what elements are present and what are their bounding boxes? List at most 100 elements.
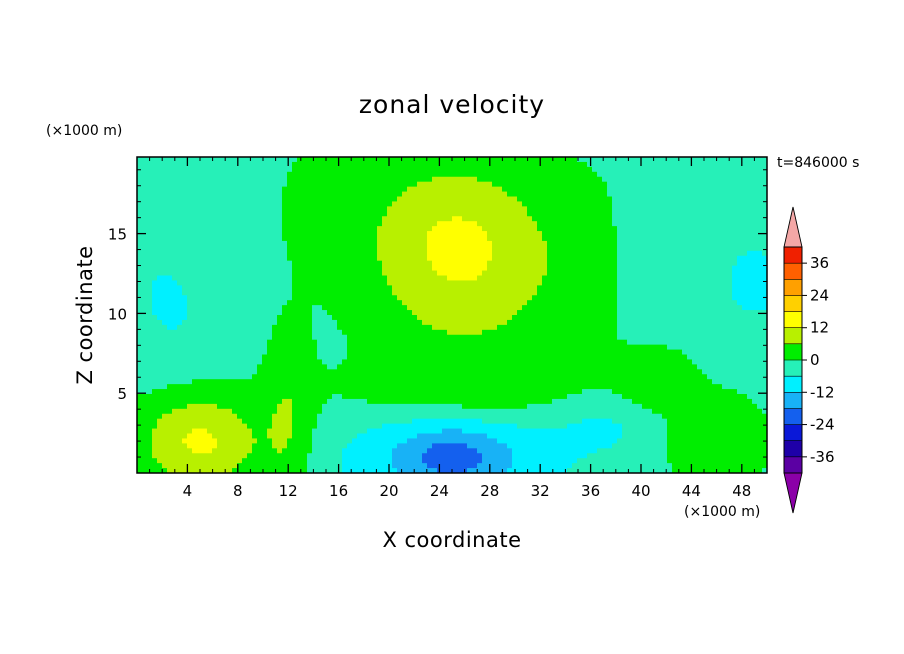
field-cell — [282, 418, 288, 425]
field-cell — [492, 324, 498, 331]
field-cell — [492, 176, 498, 183]
field-cell — [462, 295, 468, 301]
field-cell — [162, 339, 168, 346]
field-cell — [407, 433, 413, 440]
field-cell — [152, 290, 158, 296]
field-cell — [302, 295, 308, 301]
field-cell — [217, 334, 223, 341]
field-cell — [287, 374, 293, 380]
field-cell — [487, 166, 493, 173]
field-cell — [162, 423, 168, 430]
field-cell — [492, 265, 498, 272]
field-cell — [152, 226, 158, 232]
field-cell — [397, 186, 403, 193]
field-cell — [212, 310, 218, 316]
field-cell — [502, 226, 508, 232]
field-cell — [417, 374, 423, 380]
field-cell — [477, 438, 483, 444]
field-cell — [197, 448, 203, 454]
field-cell — [182, 206, 188, 212]
field-cell — [362, 438, 368, 444]
field-cell — [402, 260, 408, 267]
field-cell — [187, 438, 193, 444]
field-cell — [232, 211, 238, 217]
field-cell — [177, 211, 183, 217]
field-cell — [262, 211, 268, 217]
field-cell — [152, 310, 158, 316]
field-cell — [212, 344, 218, 351]
field-cell — [447, 240, 453, 247]
field-cell — [242, 236, 248, 242]
field-cell — [297, 428, 303, 435]
field-cell — [197, 280, 203, 286]
field-cell — [457, 458, 463, 464]
field-cell — [282, 166, 288, 173]
field-cell — [412, 324, 418, 331]
field-cell — [192, 438, 198, 444]
field-cell — [342, 161, 348, 168]
field-cell — [157, 379, 163, 385]
field-cell — [192, 300, 198, 306]
field-cell — [292, 324, 298, 331]
field-cell — [287, 290, 293, 296]
field-cell — [172, 176, 178, 183]
field-cell — [382, 319, 388, 326]
field-cell — [372, 329, 378, 336]
field-cell — [497, 394, 503, 400]
field-cell — [417, 448, 423, 454]
field-cell — [142, 260, 148, 267]
field-cell — [302, 438, 308, 444]
field-cell — [357, 270, 363, 277]
field-cell — [157, 226, 163, 232]
field-cell — [417, 438, 423, 444]
field-cell — [252, 448, 258, 454]
field-cell — [182, 161, 188, 168]
field-cell — [307, 171, 313, 178]
field-cell — [372, 270, 378, 277]
field-cell — [242, 433, 248, 440]
field-cell — [277, 349, 283, 356]
field-cell — [322, 354, 328, 361]
field-cell — [267, 379, 273, 385]
field-cell — [427, 216, 433, 222]
field-cell — [442, 255, 448, 262]
field-cell — [167, 443, 173, 449]
field-cell — [187, 300, 193, 306]
field-cell — [232, 339, 238, 346]
field-cell — [512, 240, 518, 247]
field-cell — [497, 468, 503, 473]
field-cell — [422, 181, 428, 188]
field-cell — [217, 453, 223, 459]
field-cell — [282, 161, 288, 168]
field-cell — [182, 166, 188, 173]
field-cell — [317, 221, 323, 227]
field-cell — [147, 270, 153, 277]
field-cell — [242, 329, 248, 336]
field-cell — [282, 176, 288, 183]
field-cell — [502, 166, 508, 173]
field-cell — [367, 463, 373, 469]
field-cell — [187, 191, 193, 198]
field-cell — [137, 423, 143, 430]
field-cell — [247, 369, 253, 375]
field-cell — [382, 206, 388, 212]
field-cell — [402, 250, 408, 257]
field-cell — [397, 166, 403, 173]
field-cell — [257, 226, 263, 232]
field-cell — [297, 458, 303, 464]
field-cell — [272, 181, 278, 188]
field-cell — [337, 448, 343, 454]
field-cell — [427, 428, 433, 435]
field-cell — [447, 196, 453, 203]
field-cell — [352, 364, 358, 370]
field-cell — [287, 369, 293, 375]
field-cell — [347, 394, 353, 400]
field-cell — [197, 354, 203, 361]
field-cell — [332, 324, 338, 331]
field-cell — [322, 359, 328, 365]
field-cell — [477, 458, 483, 464]
field-cell — [222, 290, 228, 296]
field-cell — [232, 403, 238, 410]
field-cell — [417, 354, 423, 361]
field-cell — [482, 181, 488, 188]
